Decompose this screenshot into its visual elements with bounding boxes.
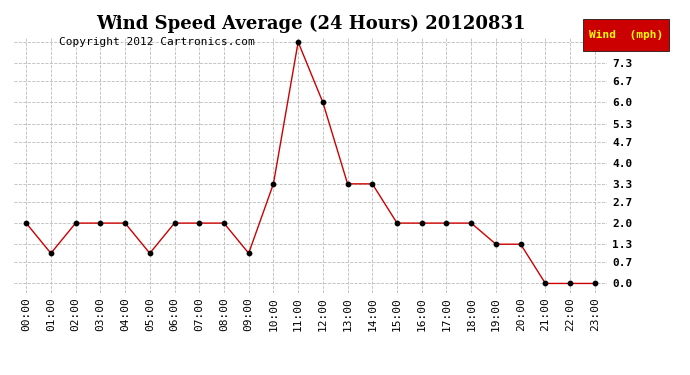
Title: Wind Speed Average (24 Hours) 20120831: Wind Speed Average (24 Hours) 20120831: [96, 15, 525, 33]
Point: [342, 181, 353, 187]
Point: [70, 220, 81, 226]
Point: [416, 220, 427, 226]
Text: Wind  (mph): Wind (mph): [589, 30, 663, 40]
Point: [367, 181, 378, 187]
Point: [21, 220, 32, 226]
Point: [194, 220, 205, 226]
Point: [219, 220, 230, 226]
Point: [466, 220, 477, 226]
Point: [391, 220, 402, 226]
Point: [95, 220, 106, 226]
Point: [491, 241, 502, 247]
Point: [243, 250, 254, 256]
Point: [317, 99, 328, 105]
Point: [293, 39, 304, 45]
Point: [46, 250, 57, 256]
Point: [169, 220, 180, 226]
Point: [564, 280, 575, 286]
Text: Copyright 2012 Cartronics.com: Copyright 2012 Cartronics.com: [59, 37, 255, 47]
Point: [268, 181, 279, 187]
Point: [441, 220, 452, 226]
Point: [515, 241, 526, 247]
Point: [540, 280, 551, 286]
Point: [589, 280, 600, 286]
Point: [144, 250, 155, 256]
Point: [119, 220, 130, 226]
